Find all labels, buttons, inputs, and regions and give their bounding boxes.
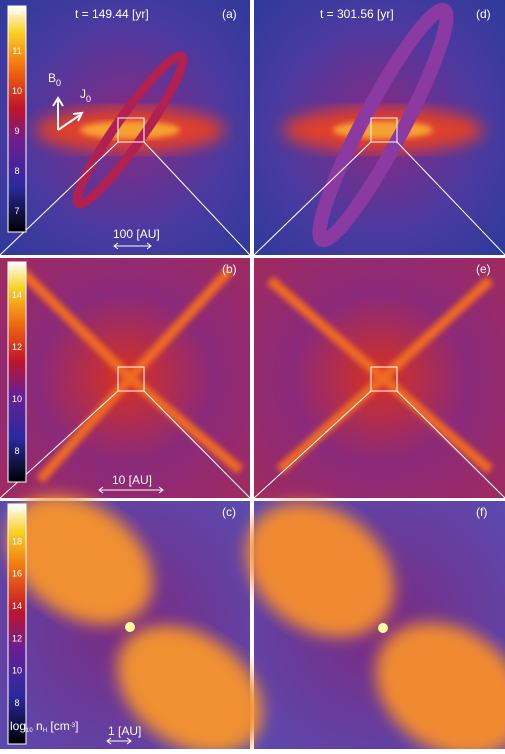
time: t = 301.56 [yr]: [320, 7, 394, 21]
panel-label: (f): [476, 505, 487, 519]
scale-label: 100 [AU]: [113, 227, 160, 241]
subscript: 0: [56, 78, 61, 88]
colorbar-tick-label: 7: [14, 206, 19, 216]
panel-grid: [0, 0, 505, 749]
t: [cm: [47, 719, 70, 733]
panel-label: (e): [476, 262, 491, 276]
colorbar-tick-label: 16: [12, 569, 22, 579]
colorbar-tick-label: 10: [12, 666, 22, 676]
colorbar-tick-label: 12: [12, 633, 22, 643]
colorbar-tick-label: 10: [12, 86, 22, 96]
colorbar: [8, 6, 26, 232]
colorbar-tick-label: 20: [12, 504, 22, 514]
time: t = 149.44 [yr]: [75, 7, 149, 21]
colorbar-tick-label: 8: [14, 446, 19, 456]
core: [378, 623, 388, 633]
scale-label: 10 [AU]: [112, 473, 152, 487]
colorbar-tick-label: 18: [12, 536, 22, 546]
scale-label: 1 [AU]: [108, 724, 141, 738]
colorbar-tick-label: 9: [14, 126, 19, 136]
colorbar-tick-label: 11: [12, 46, 21, 56]
colorbar-tick-label: 8: [14, 166, 19, 176]
colorbar-tick-label: 12: [12, 342, 22, 352]
panel-label: (d): [476, 7, 491, 21]
jet: [80, 121, 180, 139]
t: ]: [75, 719, 78, 733]
colorbar-tick-label: 8: [14, 698, 19, 708]
colorbar-tick-label: 10: [12, 394, 22, 404]
panel-label: (a): [222, 7, 237, 21]
colorbar-tick-label: 14: [12, 290, 22, 300]
panel-label: (c): [222, 505, 236, 519]
figure: t = 149.44 [yr] t = 301.56 [yr] (a) (b) …: [0, 0, 505, 749]
t: n: [33, 719, 43, 733]
colorbar-tick-label: 14: [12, 601, 22, 611]
colorbar-tick-label: 12: [12, 6, 22, 16]
symbol: B: [48, 71, 56, 85]
page: t = 149.44 [yr] t = 301.56 [yr] (a) (b) …: [0, 0, 505, 754]
core: [125, 622, 135, 632]
panel-label: (b): [222, 262, 237, 276]
subscript: 0: [86, 94, 91, 104]
t: log: [10, 719, 26, 733]
